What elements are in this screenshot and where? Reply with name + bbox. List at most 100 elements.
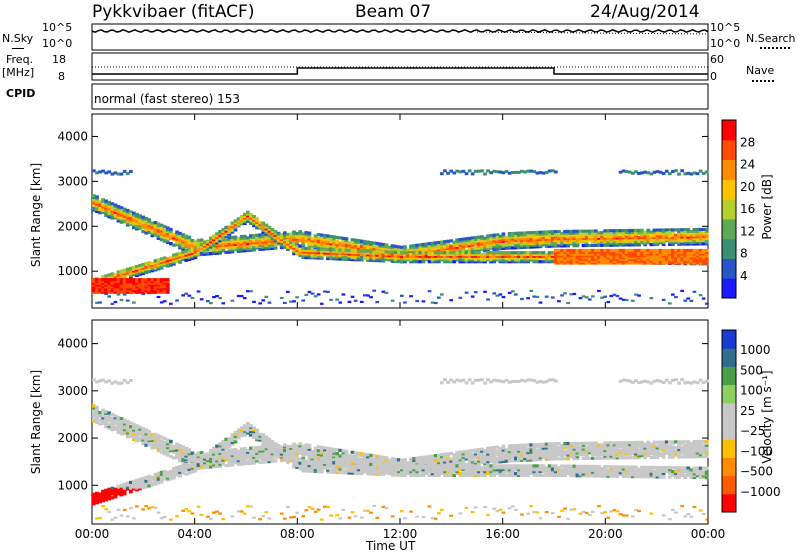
velocity-cell [467, 464, 472, 468]
velocity-cell [356, 459, 361, 463]
power-cell [412, 244, 416, 248]
velocity-cell [129, 484, 133, 488]
velocity-cell [437, 453, 441, 457]
power-cell [156, 236, 161, 240]
power-cell [569, 293, 574, 296]
power-cell [224, 227, 229, 231]
power-cell [239, 222, 244, 226]
velocity-cell [246, 421, 250, 425]
power-cell [520, 235, 524, 239]
power-cell [575, 242, 580, 246]
velocity-cell [150, 438, 155, 442]
velocity-cell [495, 460, 500, 464]
velocity-cell [233, 461, 238, 465]
power-cell [304, 236, 309, 240]
power-cell [135, 272, 139, 276]
velocity-cell [520, 458, 524, 462]
velocity-cell [156, 475, 161, 479]
velocity-cell [276, 444, 281, 448]
power-cell [184, 239, 189, 244]
power-cell [523, 170, 527, 174]
power-cell [587, 236, 592, 240]
velocity-cell [440, 455, 444, 459]
power-cell [510, 237, 515, 241]
velocity-cell [135, 478, 139, 482]
power-cell [495, 244, 500, 248]
power-cell [304, 232, 309, 237]
power-cell [409, 248, 413, 252]
power-cell [387, 247, 392, 251]
velocity-cell [609, 510, 614, 513]
power-cell [221, 302, 226, 305]
power-cell [159, 266, 164, 270]
power-cell [107, 275, 112, 279]
power-cell [119, 213, 124, 217]
power-cell [156, 226, 161, 230]
velocity-cell [566, 466, 570, 470]
power-cell [523, 231, 527, 235]
velocity-cell [310, 451, 315, 455]
power-cell [353, 240, 358, 244]
velocity-cell [144, 475, 149, 479]
velocity-cell [566, 455, 570, 459]
power-cell [233, 219, 238, 223]
velocity-cell [156, 481, 161, 485]
power-cell [363, 241, 367, 246]
velocity-cell [437, 471, 441, 476]
power-cell [353, 238, 358, 242]
power-cell [415, 256, 420, 260]
velocity-cell [159, 470, 164, 474]
power-cell [242, 216, 247, 220]
velocity-cell [458, 456, 463, 460]
velocity-cell [132, 437, 136, 442]
velocity-cell [258, 451, 262, 455]
power-cell [538, 260, 543, 264]
power-cell [150, 230, 155, 234]
power-cell [390, 257, 395, 262]
power-cell [483, 254, 487, 258]
velocity-cell [572, 455, 577, 459]
velocity-cell [119, 489, 124, 493]
velocity-cell [591, 441, 595, 445]
velocity-cell [520, 473, 524, 477]
power-cell [119, 215, 124, 219]
velocity-cell [92, 500, 96, 504]
velocity-cell [526, 512, 530, 515]
power-cell [526, 254, 530, 258]
velocity-cell [249, 454, 253, 458]
beam-title: Beam 07 [355, 2, 432, 22]
power-cell [486, 298, 490, 301]
velocity-cell [270, 457, 275, 461]
velocity-cell [190, 462, 195, 466]
power-cell [178, 260, 182, 264]
velocity-cell [520, 455, 524, 459]
velocity-cell [455, 468, 460, 472]
power-cell [209, 252, 213, 256]
power-cell [363, 247, 367, 251]
power-cell [514, 260, 518, 264]
power-cell [242, 249, 247, 253]
velocity-cell [261, 449, 266, 453]
velocity-cell [464, 471, 469, 476]
power-cell [369, 258, 373, 262]
velocity-cell [246, 448, 250, 452]
power-cell [153, 268, 158, 272]
velocity-cell [572, 468, 577, 472]
velocity-cell [403, 473, 407, 477]
power-cell [473, 246, 478, 250]
velocity-cell [230, 438, 235, 442]
power-cell [470, 254, 475, 258]
power-cell [150, 232, 155, 236]
power-cell [547, 169, 552, 173]
velocity-cell [252, 433, 256, 438]
power-cell [575, 236, 580, 241]
velocity-cell [150, 483, 155, 487]
velocity-cell [292, 450, 296, 454]
velocity-cell [387, 460, 392, 464]
power-cell [227, 230, 232, 234]
velocity-cell [153, 436, 158, 440]
power-cell [329, 248, 333, 252]
power-cell [400, 256, 404, 260]
power-cell [307, 238, 312, 242]
velocity-cell [107, 411, 112, 415]
